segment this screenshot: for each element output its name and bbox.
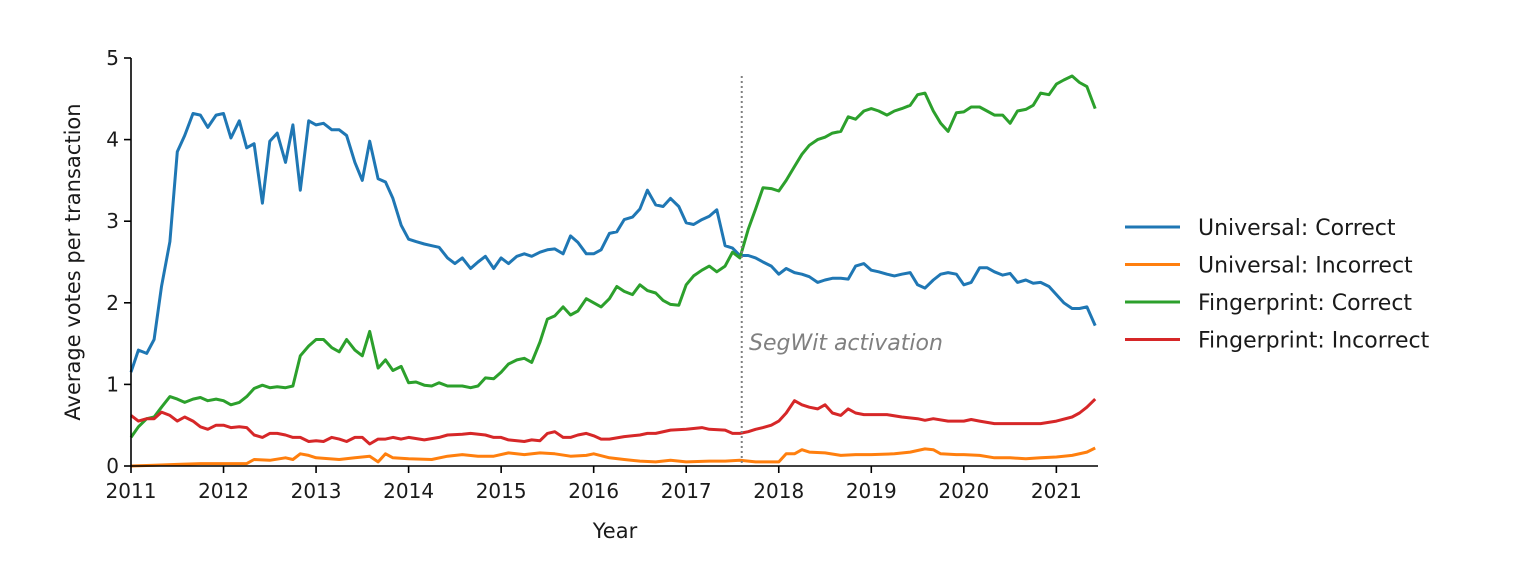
series-line-2	[130, 446, 1096, 468]
x-tick-label: 2021	[1031, 479, 1082, 503]
legend-label: Universal: Incorrect	[1198, 254, 1413, 279]
x-tick-label: 2014	[383, 479, 434, 503]
series-line-1	[129, 112, 1097, 373]
y-axis-title: Average votes per transaction	[61, 103, 85, 420]
x-tick-label: 2015	[476, 479, 527, 503]
x-tick-label: 2016	[568, 479, 619, 503]
series-line-4	[130, 398, 1097, 446]
x-tick-label: 2017	[661, 479, 712, 503]
x-tick-label: 2012	[198, 479, 249, 503]
y-tick-label: 5	[106, 46, 119, 70]
legend-label: Fingerprint: Correct	[1198, 291, 1412, 316]
legend-label: Universal: Correct	[1198, 216, 1396, 241]
y-tick-label: 0	[106, 454, 119, 478]
axes: 0 1 2 3 4 5 2011 2012 2013 2014 2015 2016 2017 2018 20…	[106, 46, 1098, 503]
plot-area	[129, 74, 1097, 468]
x-tick-label: 2020	[938, 479, 989, 503]
legend-label: Fingerprint: Incorrect	[1198, 329, 1430, 354]
x-axis-title: Year	[592, 519, 638, 543]
y-tick-label: 4	[106, 128, 119, 152]
y-tick-label: 1	[106, 372, 119, 396]
x-tick-label: 2019	[846, 479, 897, 503]
x-tick-label: 2018	[753, 479, 804, 503]
y-tick-label: 3	[106, 209, 119, 233]
segwit-annotation-label: SegWit activation	[749, 331, 943, 356]
legend: Universal: Correct Universal: Incorrect Fi…	[1125, 216, 1430, 354]
series-line-3	[129, 74, 1097, 439]
x-tick-label: 2013	[291, 479, 342, 503]
x-tick-label: 2011	[106, 479, 157, 503]
y-tick-label: 2	[106, 291, 119, 315]
